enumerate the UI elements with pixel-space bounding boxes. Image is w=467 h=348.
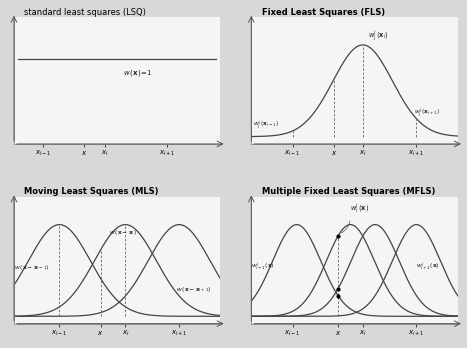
Text: $w^j_j\,(\mathbf{x}_{i+1})$: $w^j_j\,(\mathbf{x}_{i+1})$	[414, 106, 440, 119]
Text: standard least squares (LSQ): standard least squares (LSQ)	[24, 8, 146, 17]
Text: $w^j_j\,(\mathbf{x}_{i-1})$: $w^j_j\,(\mathbf{x}_{i-1})$	[254, 118, 280, 131]
Text: $w^j_j\,(\mathbf{x}_i)$: $w^j_j\,(\mathbf{x}_i)$	[368, 28, 389, 43]
Text: $w\,(\mathbf{x}-\mathbf{x}_{i-1})$: $w\,(\mathbf{x}-\mathbf{x}_{i-1})$	[14, 263, 50, 272]
Text: $w\,(\mathbf{x}-\mathbf{x}_i)$: $w\,(\mathbf{x}-\mathbf{x}_i)$	[109, 228, 137, 237]
Text: $w\,(\mathbf{x}-\mathbf{x}_{i+1})$: $w\,(\mathbf{x}-\mathbf{x}_{i+1})$	[176, 285, 212, 294]
Text: Fixed Least Squares (FLS): Fixed Least Squares (FLS)	[262, 8, 385, 17]
Text: $w^j_i\,(\mathbf{x})$: $w^j_i\,(\mathbf{x})$	[350, 202, 369, 215]
Text: Moving Least Squares (MLS): Moving Least Squares (MLS)	[24, 187, 159, 196]
Text: $w\,(\mathbf{x})\!=\!1$: $w\,(\mathbf{x})\!=\!1$	[123, 68, 152, 78]
Text: $w^j_{i-1}(\mathbf{x})$: $w^j_{i-1}(\mathbf{x})$	[251, 261, 275, 272]
Text: Multiple Fixed Least Squares (MFLS): Multiple Fixed Least Squares (MFLS)	[262, 187, 435, 196]
Text: $w^j_{i+1}(\mathbf{x})$: $w^j_{i+1}(\mathbf{x})$	[417, 261, 440, 272]
